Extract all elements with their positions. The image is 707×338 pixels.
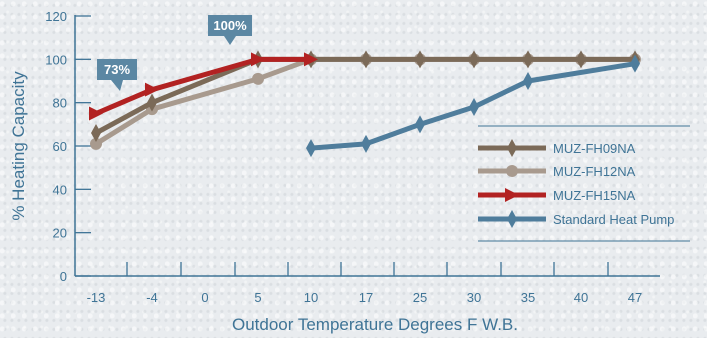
data-point-muz-fh09na [147, 93, 157, 112]
data-point-standard-heat-pump [306, 139, 316, 158]
x-tick-label: 47 [628, 290, 642, 305]
y-tick-label: 120 [45, 9, 67, 24]
series-line-muz-fh09na [94, 56, 635, 136]
callout-box [208, 15, 252, 36]
x-tick-label: 17 [359, 290, 373, 305]
y-tick-label: 40 [53, 182, 67, 197]
data-point-standard-heat-pump [630, 54, 640, 73]
data-point-muz-fh12na [90, 137, 102, 150]
x-axis-title: Outdoor Temperature Degrees F W.B. [232, 315, 518, 334]
legend-label-muz-fh15na: MUZ-FH15NA [553, 188, 636, 203]
x-tick-label: 5 [254, 290, 261, 305]
x-tick-label: 25 [413, 290, 427, 305]
x-tick-label: 40 [574, 290, 588, 305]
callout-pointer [111, 80, 123, 91]
callout-box [97, 59, 137, 80]
x-tick-label: -4 [146, 290, 158, 305]
data-point-muz-fh09na [576, 50, 586, 69]
data-point-muz-fh09na [91, 124, 101, 142]
data-point-muz-fh15na [251, 52, 265, 67]
data-point-muz-fh09na [523, 50, 533, 69]
callout-pointer [224, 36, 236, 45]
y-tick-label: 80 [53, 96, 67, 111]
data-point-muz-fh15na [145, 82, 159, 97]
legend-label-standard-heat-pump: Standard Heat Pump [553, 212, 674, 227]
legend-marker-muz-fh09na [507, 139, 517, 157]
y-tick-label: 0 [60, 269, 67, 284]
data-point-standard-heat-pump [523, 72, 533, 90]
callout-label: 100% [213, 18, 247, 33]
legend-marker-standard-heat-pump [507, 210, 517, 228]
x-tick-label: 35 [521, 290, 535, 305]
series-line-muz-fh15na [95, 56, 311, 116]
legend-label-muz-fh12na: MUZ-FH12NA [553, 164, 636, 179]
x-tick-label: -13 [87, 290, 106, 305]
data-point-muz-fh15na [89, 106, 103, 121]
callout-label: 73% [104, 62, 130, 77]
y-axis-title: % Heating Capacity [9, 71, 28, 221]
data-point-muz-fh12na [252, 72, 264, 85]
legend-marker-muz-fh15na [505, 188, 519, 202]
data-point-standard-heat-pump [415, 115, 425, 134]
data-point-muz-fh09na [361, 50, 371, 69]
data-point-muz-fh09na [469, 50, 479, 69]
x-tick-label: 30 [467, 290, 481, 305]
data-point-standard-heat-pump [469, 98, 479, 116]
y-tick-label: 100 [45, 52, 67, 67]
data-point-muz-fh15na [304, 52, 318, 67]
data-point-standard-heat-pump [361, 134, 371, 153]
series-line-muz-fh12na [94, 56, 635, 146]
y-tick-label: 60 [53, 139, 67, 154]
x-tick-label: 10 [304, 290, 318, 305]
series-line-standard-heat-pump [310, 61, 636, 151]
legend-label-muz-fh09na: MUZ-FH09NA [553, 141, 636, 156]
legend-marker-muz-fh12na [506, 165, 518, 177]
x-tick-label: 0 [201, 290, 208, 305]
data-point-muz-fh09na [415, 50, 425, 69]
y-tick-label: 20 [53, 226, 67, 241]
